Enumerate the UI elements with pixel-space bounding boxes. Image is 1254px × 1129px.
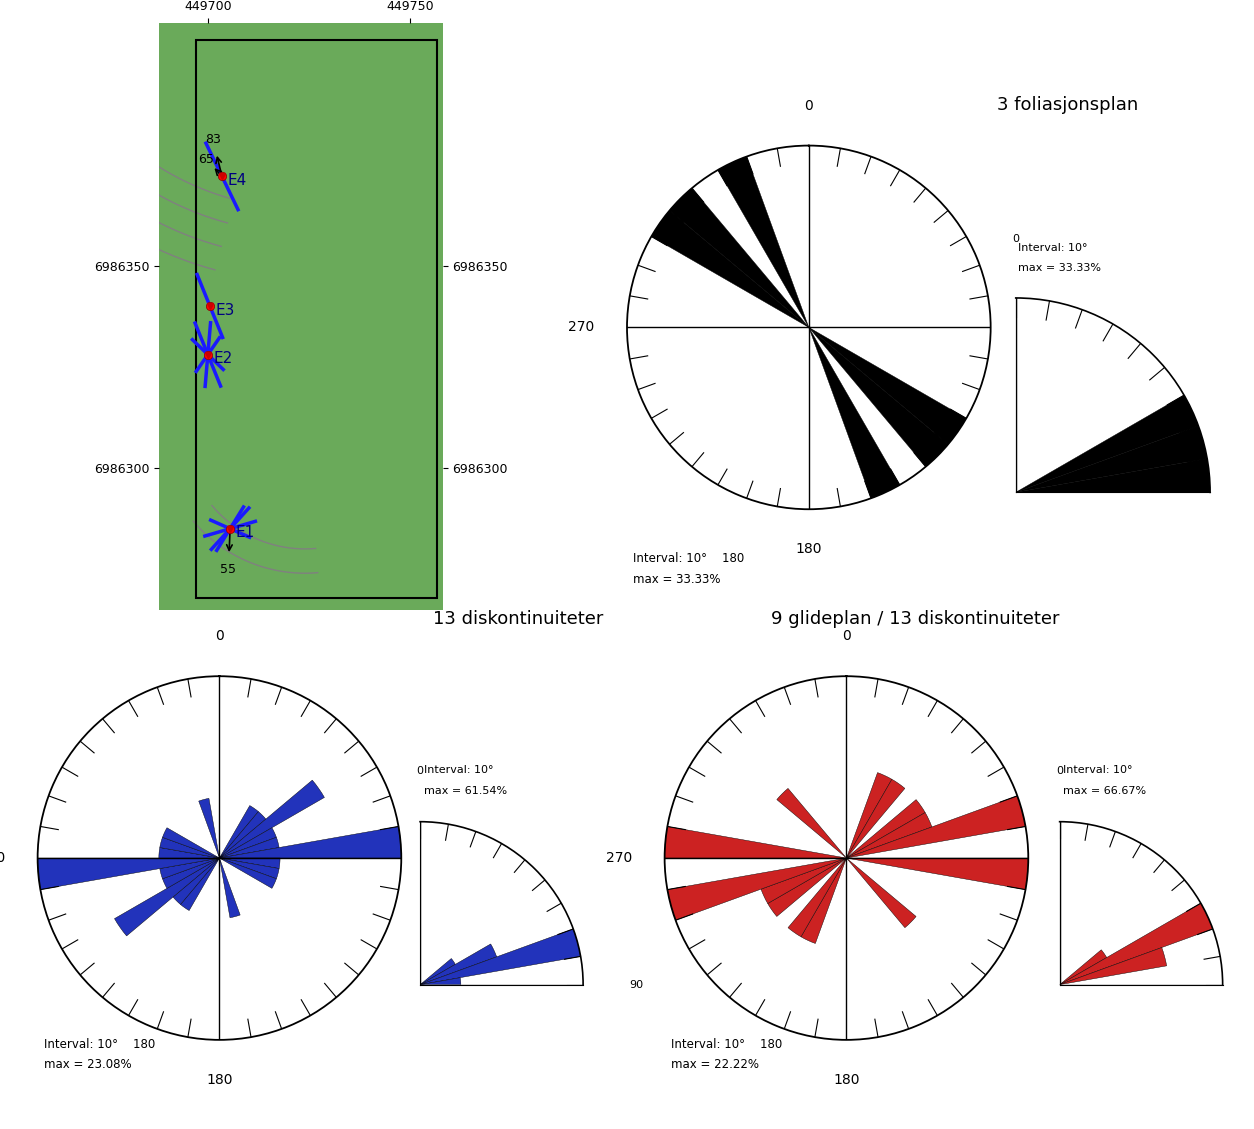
Bar [219, 858, 280, 868]
Bar [670, 189, 809, 327]
Text: 3 foliasjonsplan: 3 foliasjonsplan [997, 96, 1139, 114]
Bar [420, 944, 497, 984]
Text: 90: 90 [1023, 321, 1041, 334]
Text: 270: 270 [606, 851, 632, 865]
Bar [173, 858, 219, 904]
Bar [846, 779, 905, 858]
Text: E1: E1 [236, 525, 255, 541]
Text: 0: 0 [843, 630, 850, 644]
Bar [846, 772, 892, 858]
Text: 83: 83 [206, 133, 221, 147]
Bar [420, 929, 581, 984]
Text: E2: E2 [213, 351, 233, 367]
Bar [1016, 395, 1199, 492]
Text: 0: 0 [805, 99, 813, 113]
Text: Interval: 10°: Interval: 10° [424, 765, 493, 776]
Bar [159, 848, 219, 858]
Bar [809, 327, 967, 445]
Text: 90: 90 [1061, 851, 1078, 865]
Text: Interval: 10°: Interval: 10° [1018, 243, 1087, 253]
Bar [219, 858, 276, 889]
Text: E4: E4 [228, 173, 247, 189]
Bar [1016, 426, 1208, 492]
Text: 55: 55 [221, 563, 236, 576]
Text: 90: 90 [434, 851, 451, 865]
Bar [219, 828, 276, 858]
Bar [651, 210, 809, 327]
Bar [665, 826, 846, 858]
Bar [1060, 947, 1166, 984]
Text: 65: 65 [198, 152, 214, 166]
Text: max = 33.33%: max = 33.33% [1018, 263, 1101, 273]
Bar [114, 858, 219, 936]
Text: E3: E3 [216, 303, 234, 317]
Text: max = 61.54%: max = 61.54% [424, 786, 507, 796]
Bar [420, 978, 461, 984]
Text: Interval: 10°    180: Interval: 10° 180 [633, 552, 745, 566]
Bar [219, 826, 401, 858]
Text: 270: 270 [0, 851, 5, 865]
Text: 9 glideplan / 13 diskontinuiteter: 9 glideplan / 13 diskontinuiteter [771, 610, 1060, 628]
Bar [420, 959, 455, 984]
Bar [219, 780, 325, 858]
Text: max = 33.33%: max = 33.33% [633, 572, 721, 586]
Bar [667, 858, 846, 920]
Text: 180: 180 [206, 1073, 233, 1086]
Text: max = 66.67%: max = 66.67% [1063, 786, 1146, 796]
Bar [196, 41, 436, 598]
Bar [219, 812, 266, 858]
Text: 0: 0 [1012, 234, 1020, 244]
Bar [767, 858, 846, 917]
Text: Interval: 10°    180: Interval: 10° 180 [671, 1038, 782, 1051]
Bar [846, 858, 1028, 890]
Text: 180: 180 [795, 542, 823, 555]
Bar [163, 828, 219, 858]
Bar [1060, 949, 1107, 984]
Text: 0: 0 [416, 767, 424, 776]
Bar [198, 798, 219, 858]
Bar [788, 858, 846, 937]
Text: Interval: 10°: Interval: 10° [1063, 765, 1132, 776]
Bar [219, 858, 280, 878]
Bar [159, 838, 219, 858]
Bar [181, 858, 219, 910]
Bar [717, 157, 809, 327]
Bar [846, 813, 932, 858]
Text: 0: 0 [216, 630, 223, 644]
Bar [163, 858, 219, 889]
Text: max = 22.22%: max = 22.22% [671, 1058, 759, 1071]
Bar [801, 858, 846, 944]
Bar [809, 327, 948, 466]
Text: 180: 180 [833, 1073, 860, 1086]
Bar [1016, 458, 1210, 492]
Text: 90: 90 [628, 980, 643, 990]
Bar [846, 796, 1026, 858]
Text: max = 23.08%: max = 23.08% [44, 1058, 132, 1071]
Bar [219, 838, 280, 858]
Bar [761, 858, 846, 903]
Bar [219, 858, 241, 918]
Bar [1060, 903, 1213, 984]
Text: 13 diskontinuiteter: 13 diskontinuiteter [433, 610, 603, 628]
Bar [159, 858, 219, 878]
Bar [809, 327, 900, 498]
Bar [776, 788, 846, 858]
Text: 0: 0 [1056, 767, 1063, 776]
Bar [219, 806, 258, 858]
Bar [846, 858, 917, 928]
Text: Interval: 10°    180: Interval: 10° 180 [44, 1038, 155, 1051]
Bar [38, 858, 219, 890]
Text: 270: 270 [568, 321, 594, 334]
Bar [846, 799, 925, 858]
